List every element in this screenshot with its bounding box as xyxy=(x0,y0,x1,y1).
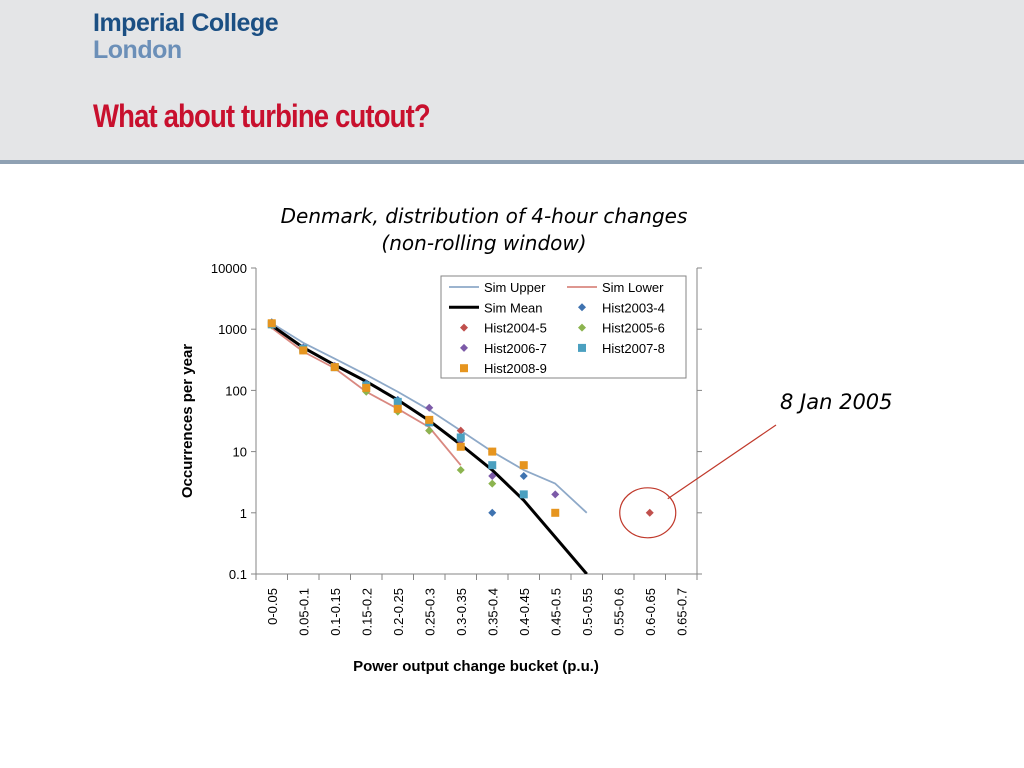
point-hist2008-9 xyxy=(362,383,371,392)
logo-imperial-college: Imperial College xyxy=(93,9,279,37)
x-tick-label: 0.1-0.15 xyxy=(328,588,343,636)
y-tick-label: 10 xyxy=(233,445,247,460)
legend-swatch-hist2005-6 xyxy=(578,323,586,332)
point-hist2007-8 xyxy=(519,490,528,499)
y-tick-label: 10000 xyxy=(211,261,247,276)
legend-label-sim-lower: Sim Lower xyxy=(602,280,664,295)
plot-area: 0.1 1 10 100 1000 10000 0-0.05 0.05-0.1 0.1-0.15… xyxy=(211,261,702,636)
legend-swatch-hist2006-7 xyxy=(460,343,468,352)
point-hist2008-9 xyxy=(299,346,308,355)
annotation-8-jan-2005: 8 Jan 2005 xyxy=(780,390,893,414)
x-tick-label: 0.55-0.6 xyxy=(611,588,626,636)
legend-box xyxy=(440,275,687,379)
point-hist2005-6 xyxy=(456,466,465,475)
legend-label-hist2004-5: Hist2004-5 xyxy=(484,321,547,336)
y-tick-label: 1 xyxy=(240,506,247,521)
point-hist2004-5 xyxy=(645,508,654,517)
x-tick-label: 0.2-0.25 xyxy=(391,588,406,636)
point-hist2005-6 xyxy=(425,426,434,435)
x-tick-label: 0.15-0.2 xyxy=(359,588,374,636)
x-tick-label: 0.6-0.65 xyxy=(643,588,658,636)
point-hist2008-9 xyxy=(519,461,528,470)
x-tick-label: 0.3-0.35 xyxy=(454,588,469,636)
slide-header xyxy=(0,0,1024,160)
point-hist2008-9 xyxy=(330,363,339,372)
x-tick-label: 0.65-0.7 xyxy=(674,588,689,636)
x-tick-label: 0.4-0.45 xyxy=(517,588,532,636)
point-hist2006-7 xyxy=(425,403,434,412)
chart-title: Denmark, distribution of 4-hour changes xyxy=(281,204,688,228)
point-hist2005-6 xyxy=(488,479,497,488)
x-tick-label: 0.5-0.55 xyxy=(580,588,595,636)
legend-label-sim-upper: Sim Upper xyxy=(484,280,546,295)
legend-label-hist2008-9: Hist2008-9 xyxy=(484,361,547,376)
point-hist2006-7 xyxy=(488,471,497,480)
y-tick-label: 0.1 xyxy=(229,567,247,582)
x-axis-label: Power output change bucket (p.u.) xyxy=(353,658,599,675)
point-hist2007-8 xyxy=(488,461,497,470)
x-tick-label: 0.45-0.5 xyxy=(548,588,563,636)
legend-label-sim-mean: Sim Mean xyxy=(484,300,543,315)
legend-label-hist2007-8: Hist2007-8 xyxy=(602,341,665,356)
callout-connector xyxy=(667,424,777,500)
y-axis-label: Occurrences per year xyxy=(179,344,196,498)
legend-label-hist2005-6: Hist2005-6 xyxy=(602,321,665,336)
callout-circle xyxy=(619,487,677,539)
legend: Sim Upper Sim Lower Sim Mean Hist2003-4 Hist… xyxy=(440,275,687,379)
slide-title: What about turbine cutout? xyxy=(93,98,431,134)
point-hist2007-8 xyxy=(393,397,402,406)
y-tick-label: 100 xyxy=(225,383,247,398)
x-tick-label: 0-0.05 xyxy=(265,588,280,625)
point-hist2008-9 xyxy=(425,415,434,424)
point-hist2007-8 xyxy=(456,433,465,442)
point-hist2004-5 xyxy=(456,426,465,435)
point-hist2006-7 xyxy=(551,490,560,499)
x-tick-label: 0.05-0.1 xyxy=(296,588,311,636)
header-divider xyxy=(0,160,1024,164)
legend-swatch-hist2003-4 xyxy=(578,303,586,312)
point-hist2008-9 xyxy=(267,319,276,328)
x-tick-label: 0.35-0.4 xyxy=(485,588,500,636)
point-hist2008-9 xyxy=(488,447,497,456)
legend-swatch-hist2008-9 xyxy=(460,364,468,373)
x-tick-label: 0.25-0.3 xyxy=(422,588,437,636)
point-hist2008-9 xyxy=(551,508,560,517)
point-hist2008-9 xyxy=(456,442,465,451)
legend-swatch-hist2007-8 xyxy=(578,343,586,352)
logo-london: London xyxy=(93,36,182,64)
point-hist2008-9 xyxy=(393,404,402,413)
legend-label-hist2006-7: Hist2006-7 xyxy=(484,341,547,356)
legend-swatch-hist2004-5 xyxy=(460,323,468,332)
point-hist2003-4 xyxy=(519,471,528,480)
legend-label-hist2003-4: Hist2003-4 xyxy=(602,300,665,315)
chart-subtitle: (non-rolling window) xyxy=(381,231,586,255)
point-hist2003-4 xyxy=(488,508,497,517)
y-tick-label: 1000 xyxy=(218,322,247,337)
callout xyxy=(619,424,777,539)
